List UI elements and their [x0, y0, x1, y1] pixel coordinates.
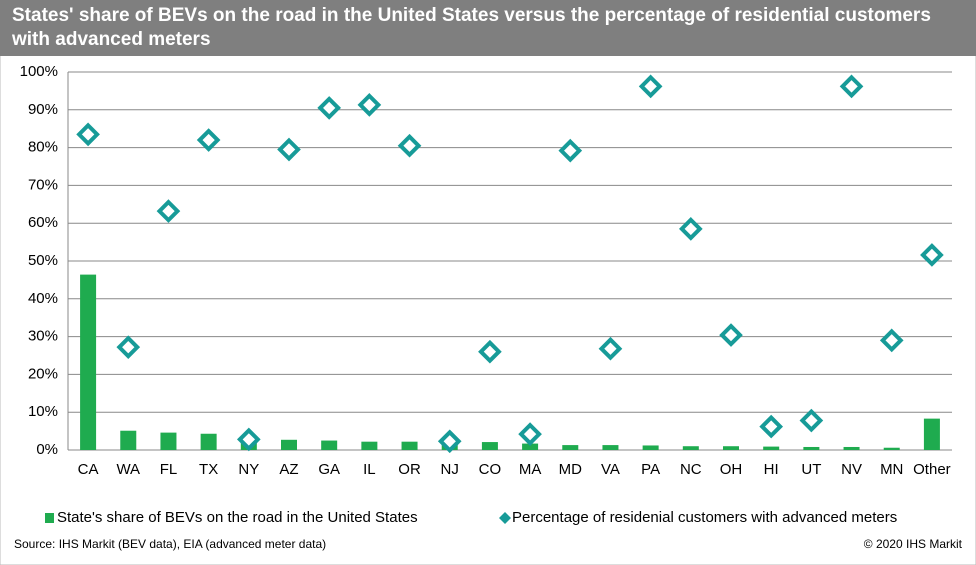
- bar: [923, 418, 940, 450]
- diamond-marker: [397, 133, 422, 158]
- chart-title: States' share of BEVs on the road in the…: [12, 5, 931, 50]
- bar: [642, 445, 659, 450]
- bar: [803, 446, 820, 450]
- bar: [120, 430, 137, 450]
- diamond-marker: [598, 336, 623, 361]
- bar: [522, 443, 539, 450]
- credit: © 2020 IHS Markit: [864, 537, 963, 551]
- title-bar: [0, 0, 976, 56]
- x-tick-label: NV: [841, 461, 862, 478]
- legend-label: State's share of BEVs on the road in the…: [57, 509, 418, 526]
- bar: [160, 432, 177, 450]
- x-tick-label: NC: [680, 461, 702, 478]
- x-tick-label: CO: [479, 461, 502, 478]
- bar: [321, 440, 338, 450]
- y-tick-label: 0%: [36, 441, 58, 458]
- bar: [401, 441, 418, 450]
- diamond-marker: [196, 128, 221, 152]
- bar: [80, 274, 97, 450]
- bar: [481, 442, 498, 450]
- x-tick-label: MA: [519, 461, 542, 478]
- diamond-marker: [76, 122, 100, 147]
- diamond-marker: [678, 217, 703, 241]
- diamond-marker: [518, 422, 542, 446]
- x-tick-label: WA: [116, 461, 140, 478]
- x-tick-label: CA: [78, 461, 99, 478]
- bar: [361, 441, 378, 450]
- y-tick-label: 10%: [28, 403, 58, 420]
- diamond-marker: [478, 339, 502, 364]
- x-tick-label: GA: [318, 461, 340, 478]
- x-tick-label: IL: [363, 461, 376, 478]
- diamond-marker: [839, 74, 864, 99]
- diamond-marker: [719, 323, 743, 347]
- y-tick-label: 30%: [28, 328, 58, 345]
- y-tick-label: 70%: [28, 176, 58, 193]
- bar: [883, 447, 900, 450]
- legend-label: Percentage of residenial customers with …: [512, 509, 897, 526]
- y-tick-label: 40%: [28, 290, 58, 307]
- bar: [763, 446, 780, 450]
- x-tick-label: MN: [880, 461, 903, 478]
- bar: [682, 446, 699, 450]
- x-tick-label: HI: [764, 461, 779, 478]
- legend-swatch: [45, 513, 54, 523]
- y-tick-label: 20%: [28, 365, 58, 382]
- diamond-marker: [920, 243, 944, 267]
- diamond-marker: [357, 93, 382, 117]
- diamond-marker: [156, 199, 181, 223]
- y-tick-label: 60%: [28, 214, 58, 231]
- y-tick-label: 50%: [28, 252, 58, 269]
- x-tick-label: AZ: [279, 461, 298, 478]
- diamond-marker: [277, 137, 301, 162]
- x-tick-label: Other: [913, 461, 951, 478]
- x-tick-label: PA: [641, 461, 660, 478]
- legend-swatch: [499, 512, 511, 524]
- bar: [723, 446, 739, 450]
- diamond-marker: [799, 408, 824, 433]
- bar: [602, 445, 619, 450]
- y-tick-label: 90%: [28, 101, 58, 118]
- bar: [200, 433, 217, 450]
- diamond-marker: [638, 74, 663, 99]
- x-tick-label: NJ: [441, 461, 459, 478]
- bar: [281, 439, 297, 450]
- x-tick-label: MD: [559, 461, 582, 478]
- diamond-marker: [116, 335, 141, 360]
- y-tick-label: 80%: [28, 139, 58, 156]
- diamond-marker: [879, 328, 904, 353]
- diamond-marker: [317, 96, 342, 120]
- x-tick-label: VA: [601, 461, 620, 478]
- bar: [843, 446, 860, 450]
- y-tick-label: 100%: [20, 63, 58, 80]
- x-tick-label: UT: [801, 461, 821, 478]
- diamond-marker: [437, 429, 462, 454]
- diamond-marker: [759, 414, 784, 439]
- source: Source: IHS Markit (BEV data), EIA (adva…: [14, 537, 326, 551]
- x-tick-label: FL: [160, 461, 178, 478]
- diamond-marker: [558, 138, 583, 163]
- bar: [562, 445, 579, 450]
- x-tick-label: OR: [398, 461, 421, 478]
- diamond-marker: [236, 427, 261, 452]
- title-box: States' share of BEVs on the road in the…: [12, 5, 931, 50]
- x-tick-label: TX: [199, 461, 218, 478]
- x-tick-label: NY: [238, 461, 259, 478]
- x-tick-label: OH: [720, 461, 743, 478]
